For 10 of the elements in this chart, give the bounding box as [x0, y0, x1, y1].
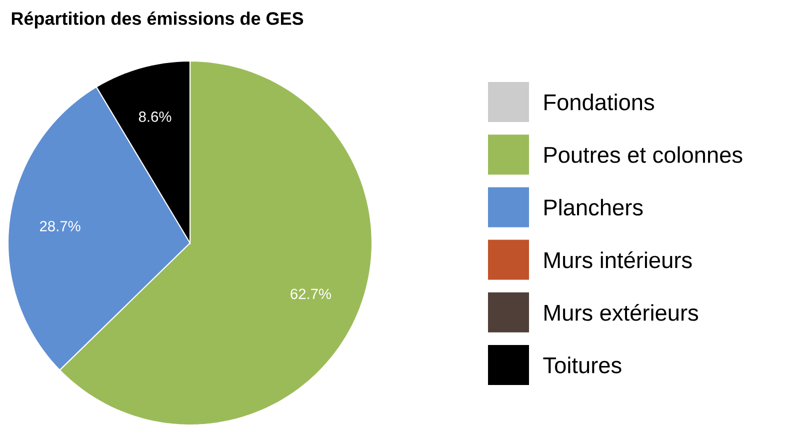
- legend-label: Murs extérieurs: [544, 304, 698, 321]
- legend-label: Fondations: [544, 94, 654, 110]
- data-label: 28.7%: [40, 220, 80, 232]
- data-label: 62.7%: [290, 288, 331, 300]
- legend-label: Toitures: [543, 356, 622, 374]
- data-label: 8.6%: [138, 112, 172, 122]
- chart-title: Répartition des émissions de GES: [12, 12, 304, 28]
- legend-label: Planchers: [544, 198, 643, 216]
- legend-label: Murs intérieurs: [544, 251, 692, 268]
- legend-label: Poutres et colonnes: [544, 146, 742, 163]
